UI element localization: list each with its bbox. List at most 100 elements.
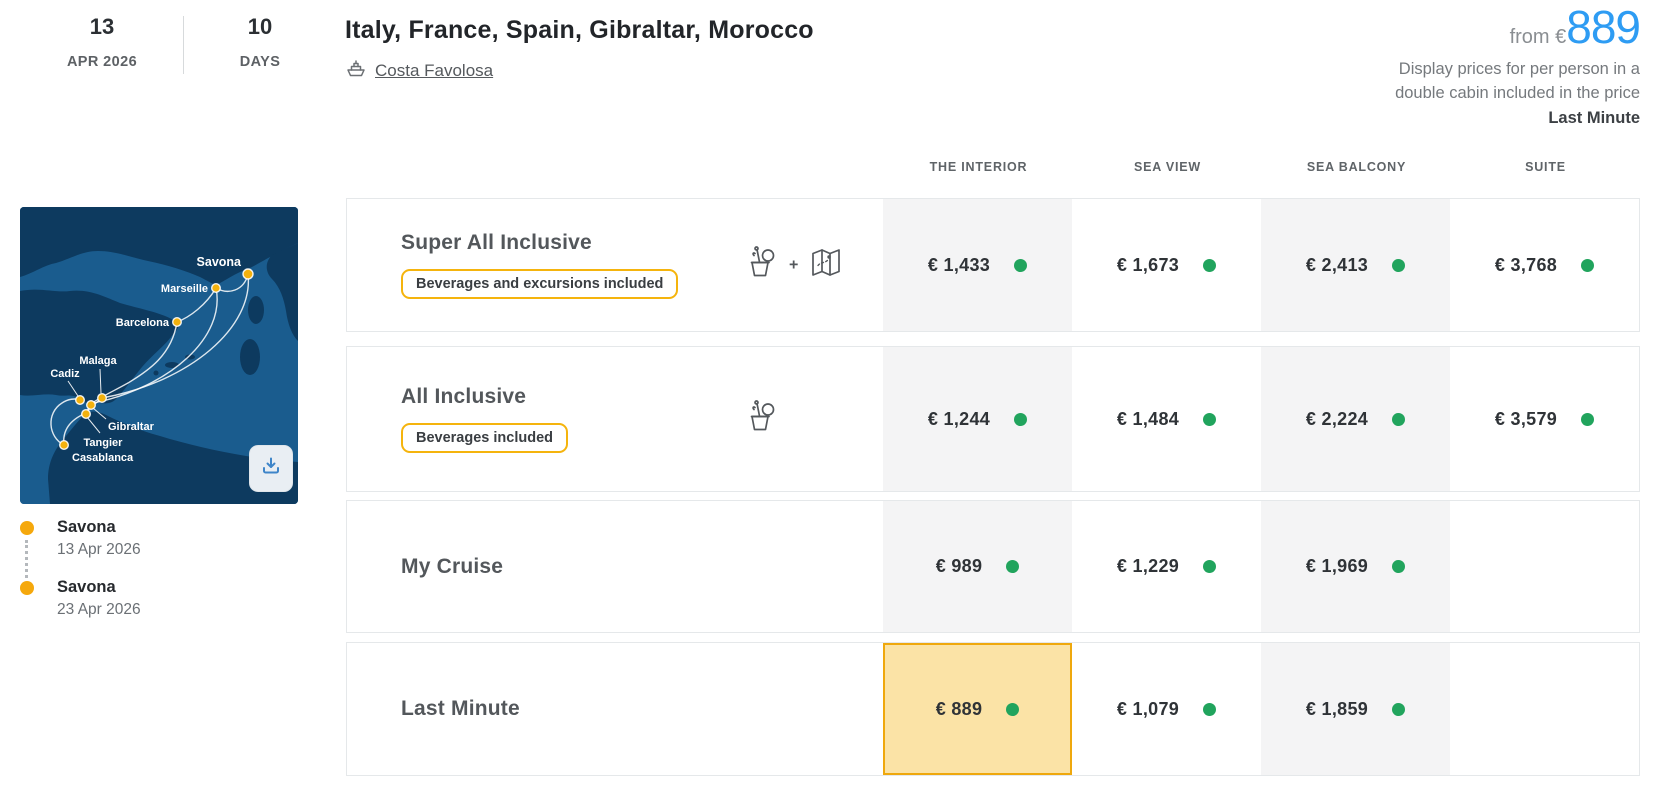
itinerary-stop-return: Savona 23 Apr 2026 (20, 578, 310, 619)
port-dot-marseille (210, 282, 221, 293)
price-cell-suite-empty (1450, 643, 1639, 775)
price-cell-suite-empty (1450, 501, 1639, 632)
price-value: € 1,079 (1116, 698, 1180, 719)
availability-dot (1392, 412, 1406, 426)
fare-name: Last Minute (401, 697, 520, 720)
map-icon (808, 245, 844, 286)
port-dot-cadiz (75, 394, 86, 405)
fare-table: Super All Inclusive Beverages and excurs… (346, 198, 1640, 776)
port-dot-gibraltar (85, 399, 96, 410)
duration-label: DAYS (239, 54, 281, 70)
port-dot-malaga (96, 392, 107, 403)
beverage-icon (743, 245, 779, 286)
availability-dot (1203, 560, 1217, 573)
price-cell-interior[interactable]: € 1,433 (883, 199, 1072, 331)
price-value: € 1,433 (927, 254, 991, 275)
column-header-sea-balcony: SEA BALCONY (1306, 160, 1407, 174)
port-label-malaga: Malaga (79, 355, 117, 367)
port-dot-barcelona (171, 316, 182, 327)
cruise-duration: 10 DAYS (198, 14, 322, 70)
port-label-marseille: Marseille (161, 283, 208, 295)
price-value: € 1,244 (927, 408, 991, 429)
port-label-tangier: Tangier (84, 437, 124, 449)
fare-name: Super All Inclusive (401, 231, 592, 254)
price-cell-sea-balcony[interactable]: € 1,859 (1261, 643, 1450, 775)
price-cell-sea-view[interactable]: € 1,484 (1072, 347, 1261, 491)
price-value: € 1,969 (1305, 556, 1369, 576)
page-title: Italy, France, Spain, Gibraltar, Morocco (345, 16, 814, 44)
fare-row-all-inclusive: All Inclusive Beverages included (346, 346, 1640, 492)
column-header-sea-view: SEA VIEW (1133, 160, 1202, 174)
from-price-value: 889 (1566, 1, 1641, 53)
fare-row-super-all-inclusive: Super All Inclusive Beverages and excurs… (346, 198, 1640, 332)
port-label-casablanca: Casablanca (72, 452, 134, 464)
itinerary-port: Savona (57, 578, 116, 596)
price-value: € 989 (935, 556, 983, 576)
price-disclaimer-line2: double cabin included in the price (1395, 83, 1640, 102)
fare-inclusions: + (743, 245, 844, 286)
price-cell-suite[interactable]: € 3,768 (1450, 199, 1639, 331)
availability-dot (1581, 412, 1595, 426)
departure-day: 13 (89, 14, 115, 39)
ship-row: Costa Favolosa (345, 57, 814, 84)
port-label-cadiz: Cadiz (50, 368, 80, 380)
price-disclaimer-line1: Display prices for per person in a (1398, 60, 1640, 78)
fare-name: All Inclusive (401, 385, 527, 408)
column-header-suite: SUITE (1525, 160, 1566, 174)
price-cell-interior[interactable]: € 1,244 (883, 347, 1072, 491)
itinerary-map: Savona Marseille Barcelona Malaga Cadiz … (20, 207, 298, 504)
fare-label-cell: Last Minute (347, 643, 883, 775)
price-cell-sea-view[interactable]: € 1,229 (1072, 501, 1261, 632)
itinerary-date: 13 Apr 2026 (57, 541, 141, 558)
itinerary-port: Savona (57, 518, 116, 536)
price-cell-sea-balcony[interactable]: € 2,224 (1261, 347, 1450, 491)
price-summary: from €889 Display prices for per person … (1395, 1, 1641, 128)
itinerary-dot (20, 581, 34, 595)
price-value: € 3,768 (1494, 254, 1558, 275)
fare-badge: Beverages and excursions included (401, 269, 679, 299)
cabin-column-headers: THE INTERIOR SEA VIEW SEA BALCONY SUITE (884, 160, 1640, 174)
price-value: € 1,229 (1116, 556, 1180, 576)
price-value: € 2,224 (1305, 408, 1369, 429)
price-cell-interior[interactable]: € 989 (883, 501, 1072, 632)
departure-month-year: APR 2026 (66, 54, 138, 70)
title-block: Italy, France, Spain, Gibraltar, Morocco… (345, 16, 814, 84)
plus-icon: + (789, 256, 799, 273)
itinerary-stop-departure: Savona 13 Apr 2026 (20, 518, 310, 559)
fare-label-cell: All Inclusive Beverages included (347, 347, 883, 491)
price-cell-sea-view[interactable]: € 1,079 (1072, 643, 1261, 775)
price-value: € 1,673 (1116, 254, 1180, 275)
fare-label-cell: Super All Inclusive Beverages and excurs… (347, 199, 883, 331)
price-cell-sea-balcony[interactable]: € 2,413 (1261, 199, 1450, 331)
availability-dot (1014, 258, 1028, 272)
price-value: € 3,579 (1494, 408, 1558, 429)
price-cell-suite[interactable]: € 3,579 (1450, 347, 1639, 491)
fare-label-cell: My Cruise (347, 501, 883, 632)
price-fare-name: Last Minute (1548, 108, 1640, 127)
availability-dot (1203, 412, 1217, 426)
availability-dot (1392, 702, 1406, 716)
port-dot-tangier (81, 408, 92, 419)
port-dot-casablanca (59, 439, 70, 450)
ship-icon (345, 57, 367, 84)
header-divider (183, 16, 184, 74)
port-label-savona: Savona (197, 255, 243, 269)
beverage-icon (743, 399, 779, 440)
availability-dot (1006, 702, 1020, 716)
availability-dot (1392, 560, 1406, 573)
port-label-gibraltar: Gibraltar (108, 421, 155, 433)
download-map-button[interactable] (249, 445, 293, 492)
price-disclaimer: Display prices for per person in a doubl… (1395, 58, 1640, 106)
ship-name-link[interactable]: Costa Favolosa (375, 60, 494, 80)
itinerary-connector (25, 540, 28, 578)
port-label-barcelona: Barcelona (116, 317, 170, 329)
price-cell-interior-selected[interactable]: € 889 (883, 643, 1072, 775)
port-dot-savona (242, 268, 254, 280)
price-cell-sea-view[interactable]: € 1,673 (1072, 199, 1261, 331)
itinerary-list: Savona 13 Apr 2026 Savona 23 Apr 2026 (20, 518, 310, 619)
availability-dot (1392, 258, 1406, 272)
duration-value: 10 (247, 14, 273, 39)
price-value: € 889 (935, 698, 983, 719)
price-cell-sea-balcony[interactable]: € 1,969 (1261, 501, 1450, 632)
